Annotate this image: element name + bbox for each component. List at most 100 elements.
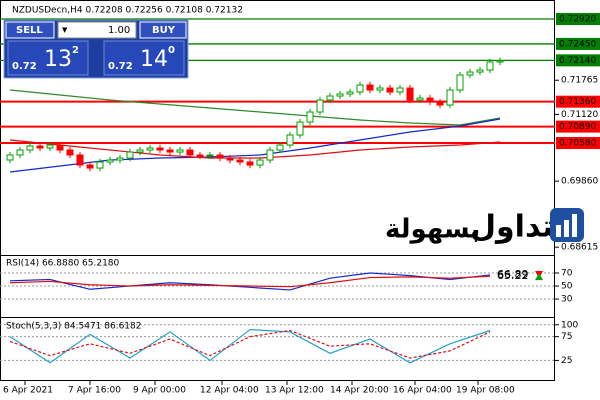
level-label: 0.72140 — [559, 56, 596, 66]
x-tick-label: 16 Apr 04:00 — [393, 386, 452, 396]
candle-body — [296, 121, 304, 136]
marker-label: 66.89 — [497, 268, 529, 281]
candle-body — [326, 95, 334, 101]
series-line — [9, 272, 491, 291]
candle-body — [436, 101, 444, 106]
price-prefix: 0.72 — [12, 61, 37, 72]
candle-body — [486, 61, 494, 71]
candle-body — [396, 87, 404, 93]
logo: التداول بسهولة — [385, 208, 584, 245]
candle-body — [46, 144, 54, 149]
candle-body — [456, 74, 464, 91]
x-tick-label: 6 Apr 2021 — [3, 386, 53, 396]
level-label: 0.71360 — [559, 97, 596, 107]
candle-body — [26, 145, 34, 151]
candle-body — [336, 93, 344, 97]
candle-body — [446, 89, 454, 106]
y-tick-label: 70 — [561, 268, 573, 278]
logo-icon — [556, 225, 561, 237]
x-tick-label: 19 Apr 08:00 — [456, 386, 515, 396]
price-box[interactable] — [7, 40, 89, 76]
level-label: 0.70890 — [559, 122, 596, 132]
level-label: 0.70580 — [559, 139, 596, 149]
candle-body — [376, 87, 384, 91]
candle-body — [316, 99, 324, 113]
x-tick-label: 9 Apr 00:00 — [133, 386, 186, 396]
lot-value: 1.00 — [108, 25, 130, 36]
candle-body — [496, 60, 504, 63]
price-box[interactable] — [103, 40, 185, 76]
y-tick-label: 0.71120 — [561, 110, 598, 120]
sell-button[interactable] — [5, 21, 55, 39]
x-tick-label: 13 Apr 12:00 — [265, 386, 324, 396]
series-line — [9, 275, 491, 288]
lot-arrow: ▼ — [62, 26, 68, 34]
candle-body — [406, 87, 414, 101]
candle-body — [256, 159, 264, 166]
level-tag — [556, 54, 600, 67]
level-tag — [556, 95, 600, 108]
y-tick-label: 0.71765 — [561, 76, 598, 86]
candle-body — [116, 157, 124, 161]
sell-label[interactable]: SELL — [16, 25, 43, 36]
candle-body — [96, 161, 104, 169]
candle-body — [246, 161, 254, 166]
candle-body — [346, 91, 354, 95]
candle-body — [416, 97, 424, 101]
chart-title: NZDUSDecn,H4 0.72208 0.72256 0.72108 0.7… — [12, 6, 243, 16]
indicator-title: RSI(14) 66.8880 65.2180 — [6, 259, 120, 269]
candle-body — [426, 97, 434, 103]
y-tick-label: 50 — [561, 282, 573, 292]
candle-body — [66, 149, 74, 156]
price-big: 14 — [140, 47, 168, 72]
level-tag — [556, 120, 600, 133]
candle-body — [226, 157, 234, 161]
candle-body — [476, 69, 484, 73]
trade-panel: SELL ▼ 1.00 BUY 0.72 13 2 0.72 14 0 — [3, 19, 189, 79]
candle-body — [236, 159, 244, 163]
y-tick-label: 0.68615 — [561, 243, 598, 253]
logo-icon — [564, 220, 569, 237]
candle-body — [86, 164, 94, 169]
y-tick-label: 0.69860 — [561, 177, 598, 187]
candle-body — [176, 149, 184, 153]
level-tag — [556, 137, 600, 150]
marker-label: 65.22 — [497, 269, 529, 282]
buy-label[interactable]: BUY — [152, 25, 176, 36]
candle-body — [126, 151, 134, 159]
candle-body — [366, 84, 374, 91]
candle-body — [106, 159, 114, 163]
candle-body — [206, 154, 214, 157]
candle-body — [386, 87, 394, 93]
candle-body — [306, 111, 314, 123]
candle-body — [216, 154, 224, 159]
price-sup: 0 — [168, 45, 175, 56]
candle-body — [276, 144, 284, 151]
y-tick-label: 75 — [561, 332, 572, 342]
level-label: 0.72450 — [559, 39, 596, 49]
level-tag — [556, 13, 600, 26]
candle-body — [196, 154, 204, 157]
level-label: 0.72920 — [559, 15, 596, 25]
logo-word: بسهولة — [385, 215, 480, 245]
indicator-title: Stoch(5,3,3) 84.5471 86.6182 — [6, 322, 141, 332]
candle-body — [146, 147, 154, 151]
logo-icon — [572, 214, 577, 237]
candle-body — [356, 84, 364, 93]
candle-body — [156, 147, 164, 151]
candle-body — [266, 149, 274, 161]
candle-body — [76, 154, 84, 166]
lot-input[interactable] — [57, 21, 137, 39]
buy-button[interactable] — [139, 21, 187, 39]
x-tick-label: 12 Apr 04:00 — [200, 386, 259, 396]
series-line — [9, 328, 491, 364]
price-sup: 2 — [72, 45, 79, 56]
y-tick-label: 30 — [561, 295, 573, 305]
price-big: 13 — [44, 47, 72, 72]
series-line — [9, 329, 491, 359]
candle-body — [36, 145, 44, 149]
level-tag — [556, 37, 600, 50]
candle-body — [6, 154, 14, 161]
y-tick-label: 25 — [561, 356, 572, 366]
